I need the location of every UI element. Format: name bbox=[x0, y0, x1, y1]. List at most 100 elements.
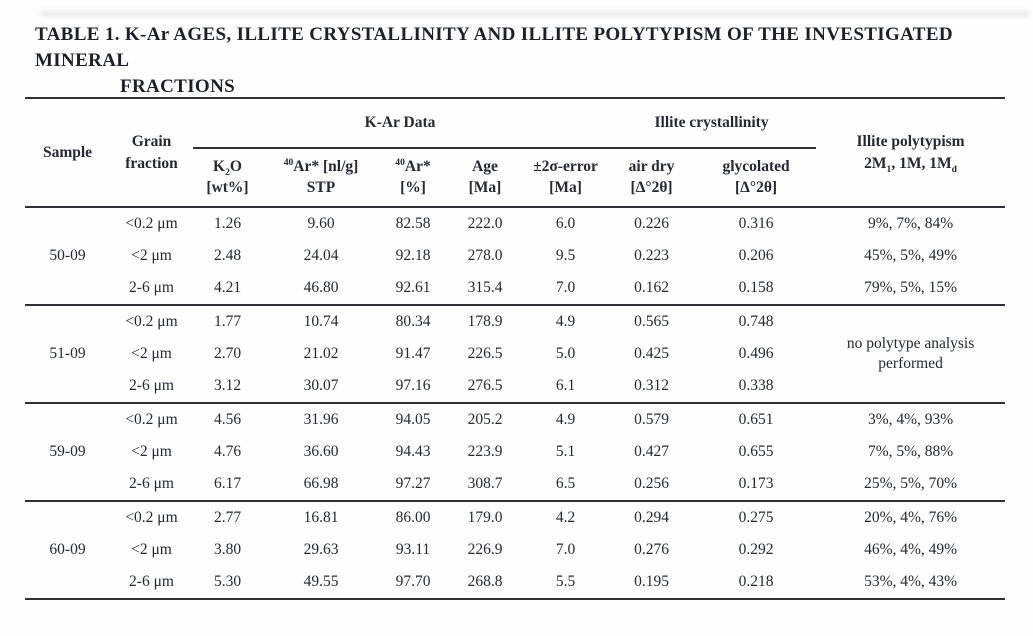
grain-fraction-cell: <0.2 μm bbox=[125, 215, 178, 232]
glycolated-cell: 0.275 bbox=[738, 509, 774, 526]
error-cell: 4.9 bbox=[555, 313, 576, 330]
ar-pct-cell: 80.34 bbox=[395, 313, 431, 330]
col-header-illite-polytypism: Illite polytypism 2M1, 1M, 1Md bbox=[816, 98, 1006, 208]
error-cell: 5.0 bbox=[555, 345, 576, 362]
k2o-cell: 3.80 bbox=[213, 541, 242, 558]
grain-header-line2: fraction bbox=[125, 154, 178, 172]
table-row: 2-6 μm 6.17 66.98 97.27 308.7 6.5 0.256 … bbox=[25, 468, 1006, 502]
data-table: Sample Grain fraction K-Ar Data Illite c… bbox=[25, 97, 1006, 600]
ar-pct-cell: 82.58 bbox=[395, 215, 431, 232]
glycolated-cell: 0.316 bbox=[738, 215, 774, 232]
ar-stp-cell: 66.98 bbox=[262, 468, 380, 502]
ar-stp-cell: 36.60 bbox=[303, 443, 339, 460]
air-dry-cell: 0.427 bbox=[634, 443, 669, 460]
sample-cell: 60-09 bbox=[25, 501, 110, 600]
grain-fraction-cell: 2-6 μm bbox=[110, 566, 193, 600]
col-header-age: Age [Ma] bbox=[446, 148, 524, 208]
age-cell: 226.5 bbox=[467, 345, 503, 362]
ar-stp-cell: 24.04 bbox=[303, 247, 339, 264]
col-header-grain-fraction: Grain fraction bbox=[110, 98, 193, 208]
air-dry-cell: 0.579 bbox=[634, 411, 669, 428]
grain-fraction-cell: <2 μm bbox=[131, 541, 172, 558]
polytypism-cell: 79%, 5%, 15% bbox=[816, 272, 1006, 306]
glycolated-cell: 0.218 bbox=[696, 566, 817, 600]
error-cell: 5.5 bbox=[524, 566, 608, 600]
ar-pct-cell: 92.61 bbox=[380, 272, 446, 306]
grain-fraction-cell: <2 μm bbox=[131, 443, 172, 460]
column-header-row: K2O [wt%] 40Ar* [nl/g] STP 40Ar* [%] Age [Ma… bbox=[25, 148, 1005, 208]
k2o-cell: 4.56 bbox=[213, 411, 242, 428]
age-cell: 226.9 bbox=[467, 541, 503, 558]
age-cell: 179.0 bbox=[467, 509, 503, 526]
table-row: 51-09 <0.2 μm 1.77 10.74 80.34 178.9 4.9… bbox=[25, 305, 1006, 404]
k2o-cell: 5.30 bbox=[193, 566, 262, 600]
polytypism-header-line2: 2M1, 1M, 1Md bbox=[864, 154, 957, 175]
polytypism-cell: 20%, 4%, 76% bbox=[864, 509, 958, 526]
polytypism-cell: 7%, 5%, 88% bbox=[867, 443, 954, 460]
air-dry-cell: 0.312 bbox=[607, 370, 697, 404]
air-dry-cell: 0.425 bbox=[634, 345, 669, 362]
k2o-cell: 6.17 bbox=[193, 468, 262, 502]
k2o-cell: 2.77 bbox=[213, 509, 242, 526]
polytypism-cell: 53%, 4%, 43% bbox=[816, 566, 1006, 600]
k2o-cell: 4.76 bbox=[213, 443, 242, 460]
air-dry-cell: 0.256 bbox=[607, 468, 697, 502]
col-header-ar-stp: 40Ar* [nl/g] STP bbox=[262, 148, 380, 208]
age-cell: 178.9 bbox=[467, 313, 503, 330]
grain-header-line1: Grain bbox=[131, 132, 172, 150]
polytypism-cell: 45%, 5%, 49% bbox=[864, 247, 958, 264]
k2o-cell: 2.70 bbox=[213, 345, 242, 362]
polytypism-cell: 25%, 5%, 70% bbox=[816, 468, 1006, 502]
polytypism-cell: 46%, 4%, 49% bbox=[864, 541, 958, 558]
scan-artifact-top bbox=[40, 10, 1030, 17]
k2o-cell: 1.26 bbox=[213, 215, 242, 232]
sample-cell: 51-09 bbox=[25, 305, 110, 404]
grain-fraction-cell: <0.2 μm bbox=[125, 509, 178, 526]
group-header-illite-crystallinity: Illite crystallinity bbox=[607, 98, 817, 149]
age-cell: 308.7 bbox=[446, 468, 524, 502]
table-row: <2 μm 3.80 29.63 93.11 226.9 7.0 0.276 0… bbox=[25, 534, 1005, 566]
glycolated-cell: 0.338 bbox=[696, 370, 817, 404]
error-cell: 6.5 bbox=[524, 468, 608, 502]
ar-stp-cell: 46.80 bbox=[262, 272, 380, 306]
age-cell: 222.0 bbox=[467, 215, 503, 232]
error-cell: 7.0 bbox=[524, 272, 608, 306]
glycolated-cell: 0.158 bbox=[696, 272, 817, 306]
k2o-cell: 2.48 bbox=[213, 247, 242, 264]
col-header-ar-pct: 40Ar* [%] bbox=[380, 148, 446, 208]
table-row: 2-6 μm 5.30 49.55 97.70 268.8 5.5 0.195 … bbox=[25, 566, 1006, 600]
grain-fraction-cell: 2-6 μm bbox=[110, 272, 193, 306]
ar-stp-cell: 21.02 bbox=[303, 345, 339, 362]
polytypism-header-line1: Illite polytypism bbox=[856, 132, 965, 150]
grain-fraction-cell: 2-6 μm bbox=[110, 468, 193, 502]
air-dry-cell: 0.162 bbox=[607, 272, 697, 306]
error-cell: 5.1 bbox=[555, 443, 576, 460]
group-header-row: Sample Grain fraction K-Ar Data Illite c… bbox=[25, 98, 1006, 208]
table-row: <2 μm 2.48 24.04 92.18 278.0 9.5 0.223 0… bbox=[25, 240, 1005, 272]
table-row: 2-6 μm 3.12 30.07 97.16 276.5 6.1 0.312 … bbox=[25, 370, 1005, 404]
col-header-2sigma-error: ±2σ-error [Ma] bbox=[524, 148, 608, 208]
ar-pct-cell: 94.43 bbox=[395, 443, 431, 460]
error-cell: 7.0 bbox=[555, 541, 576, 558]
table-row: 50-09 <0.2 μm 1.26 9.60 82.58 222.0 6.0 … bbox=[25, 207, 1005, 306]
polytypism-cell: 9%, 7%, 84% bbox=[867, 215, 954, 232]
ar-pct-cell: 93.11 bbox=[395, 541, 431, 558]
air-dry-cell: 0.294 bbox=[634, 509, 669, 526]
sample-cell: 59-09 bbox=[25, 403, 110, 502]
glycolated-cell: 0.748 bbox=[738, 313, 774, 330]
ar-pct-cell: 92.18 bbox=[395, 247, 431, 264]
glycolated-cell: 0.655 bbox=[738, 443, 774, 460]
age-cell: 315.4 bbox=[446, 272, 524, 306]
grain-fraction-cell: <2 μm bbox=[131, 247, 172, 264]
polytypism-cell: 3%, 4%, 93% bbox=[867, 411, 954, 428]
age-cell: 223.9 bbox=[467, 443, 503, 460]
grain-fraction-cell: <0.2 μm bbox=[125, 411, 178, 428]
air-dry-cell: 0.195 bbox=[607, 566, 697, 600]
table-row: 60-09 <0.2 μm 2.77 16.81 86.00 179.0 4.2… bbox=[25, 501, 1005, 600]
air-dry-cell: 0.223 bbox=[634, 247, 669, 264]
polytypism-merged-cell: no polytype analysis performed bbox=[816, 305, 1006, 404]
ar-stp-cell: 31.96 bbox=[303, 411, 339, 428]
error-cell: 4.2 bbox=[555, 509, 576, 526]
col-header-glycolated: glycolated [Δ°2θ] bbox=[696, 148, 817, 208]
